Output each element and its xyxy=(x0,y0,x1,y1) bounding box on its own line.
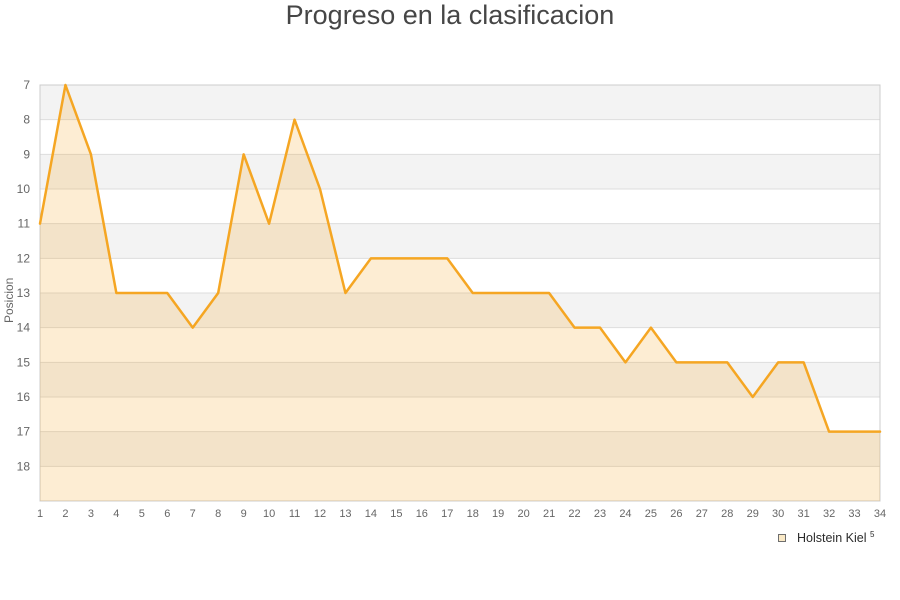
svg-text:6: 6 xyxy=(164,508,170,520)
svg-text:8: 8 xyxy=(215,508,221,520)
svg-text:9: 9 xyxy=(23,147,30,161)
svg-text:2: 2 xyxy=(62,508,68,520)
svg-text:23: 23 xyxy=(594,508,606,520)
svg-text:15: 15 xyxy=(17,355,31,369)
svg-text:7: 7 xyxy=(190,508,196,520)
svg-text:18: 18 xyxy=(17,459,31,473)
svg-text:3: 3 xyxy=(88,508,94,520)
svg-text:11: 11 xyxy=(18,217,31,231)
svg-text:8: 8 xyxy=(23,113,30,127)
svg-text:27: 27 xyxy=(696,508,708,520)
svg-text:20: 20 xyxy=(518,508,530,520)
svg-text:17: 17 xyxy=(17,425,31,439)
svg-text:18: 18 xyxy=(467,508,479,520)
svg-text:22: 22 xyxy=(568,508,580,520)
svg-text:28: 28 xyxy=(721,508,733,520)
svg-text:12: 12 xyxy=(17,251,31,265)
svg-text:32: 32 xyxy=(823,508,835,520)
svg-text:12: 12 xyxy=(314,508,326,520)
svg-text:11: 11 xyxy=(289,508,300,520)
svg-text:1: 1 xyxy=(37,508,43,520)
svg-text:7: 7 xyxy=(23,78,30,92)
svg-text:14: 14 xyxy=(17,321,31,335)
svg-text:16: 16 xyxy=(17,390,31,404)
svg-text:34: 34 xyxy=(874,508,886,520)
svg-text:4: 4 xyxy=(113,508,119,520)
svg-text:30: 30 xyxy=(772,508,784,520)
svg-text:33: 33 xyxy=(848,508,860,520)
svg-text:14: 14 xyxy=(365,508,377,520)
svg-text:26: 26 xyxy=(670,508,682,520)
svg-text:19: 19 xyxy=(492,508,504,520)
svg-text:29: 29 xyxy=(747,508,759,520)
svg-text:13: 13 xyxy=(339,508,351,520)
svg-text:21: 21 xyxy=(543,508,555,520)
svg-text:10: 10 xyxy=(17,182,31,196)
svg-text:31: 31 xyxy=(798,508,810,520)
svg-text:9: 9 xyxy=(241,508,247,520)
svg-text:25: 25 xyxy=(645,508,657,520)
svg-text:16: 16 xyxy=(416,508,428,520)
svg-text:13: 13 xyxy=(17,286,31,300)
svg-text:24: 24 xyxy=(619,508,631,520)
svg-text:10: 10 xyxy=(263,508,275,520)
svg-text:15: 15 xyxy=(390,508,402,520)
svg-text:17: 17 xyxy=(441,508,453,520)
svg-text:5: 5 xyxy=(139,508,145,520)
